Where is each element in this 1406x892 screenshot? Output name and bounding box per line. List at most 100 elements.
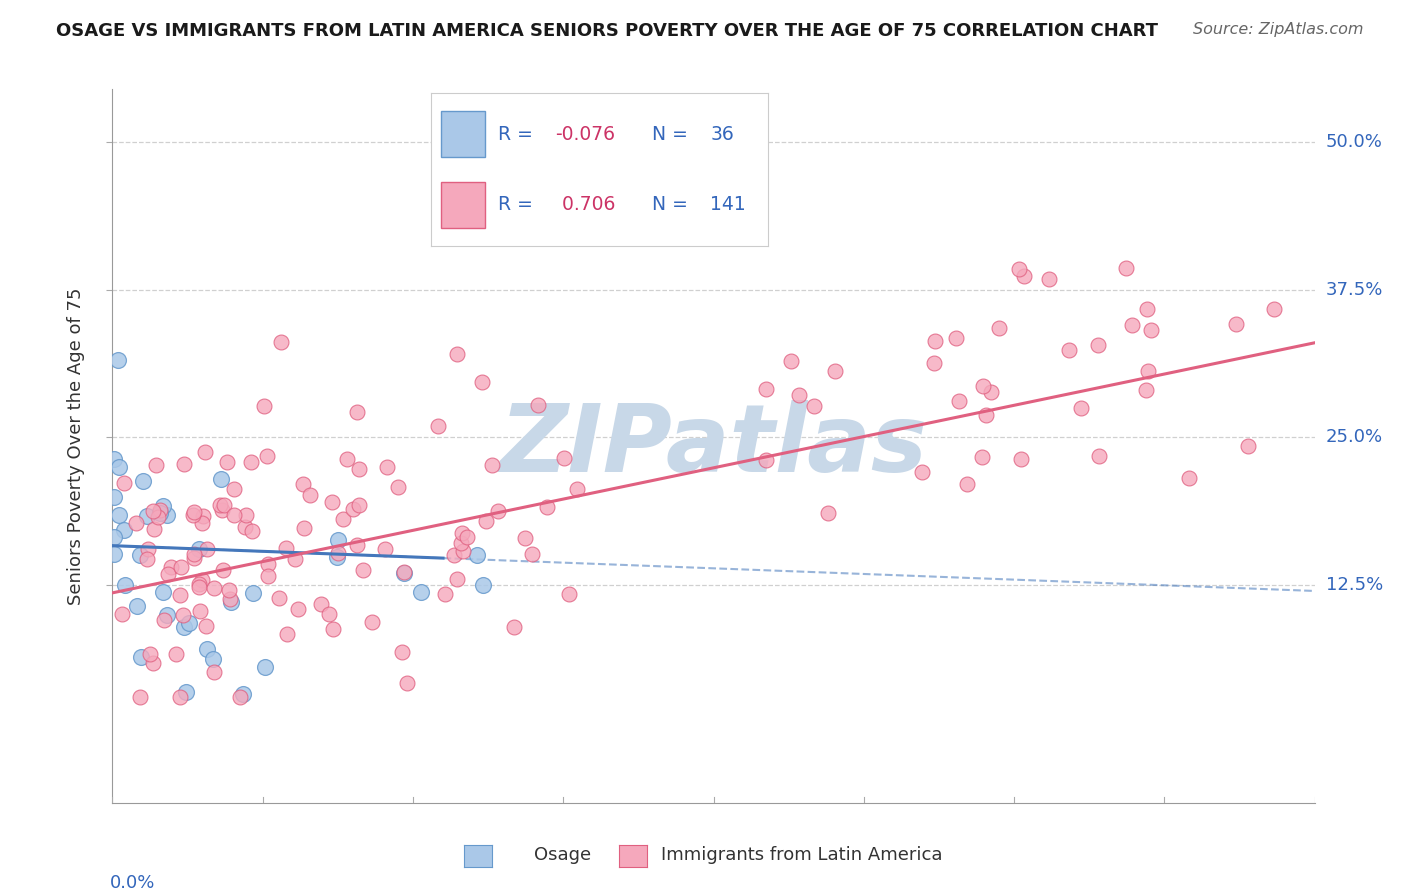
Point [149,502,172,516]
Point [202,651,225,665]
Y-axis label: Seniors Poverty Over the Age of 75: Seniors Poverty Over the Age of 75 [67,287,86,605]
Point [292,521,315,535]
Point [336,452,359,467]
Point [103,451,125,466]
Point [374,541,396,556]
Point [446,347,468,361]
Point [1008,262,1031,277]
Point [191,516,214,530]
Point [346,405,368,419]
Point [145,458,167,473]
Point [321,495,343,509]
Point [187,577,209,591]
Point [328,533,350,548]
Point [527,398,550,412]
Text: Osage: Osage [534,846,592,863]
Point [233,520,256,534]
Point [211,503,233,517]
Point [565,482,588,496]
Point [456,530,478,544]
Point [136,542,159,557]
Point [202,582,225,596]
Point [142,522,165,536]
Point [274,541,297,555]
Point [1038,272,1060,286]
Point [276,627,298,641]
Point [1012,269,1035,284]
Point [173,458,195,472]
Point [111,607,134,621]
Point [141,656,163,670]
Point [346,537,368,551]
Point [1178,470,1201,484]
Point [107,508,129,523]
Point [481,458,503,473]
Point [309,597,332,611]
Point [1057,343,1080,357]
Point [377,460,399,475]
Point [298,488,321,502]
Point [1263,301,1285,316]
Point [103,530,125,544]
Point [183,505,205,519]
Point [159,560,181,574]
Point [426,419,449,434]
Point [956,477,979,491]
Point [254,660,277,674]
Point [204,665,226,679]
Point [267,591,290,606]
Point [513,532,536,546]
Point [240,455,263,469]
Point [242,586,264,600]
Point [222,508,245,522]
Point [392,566,415,580]
Point [755,452,778,467]
Point [349,498,371,512]
Point [558,587,581,601]
Point [503,620,526,634]
Point [284,551,307,566]
Point [817,506,839,520]
Point [229,690,252,704]
Point [446,572,468,586]
Point [103,547,125,561]
Point [181,508,204,522]
Point [1137,364,1160,378]
Point [465,548,488,562]
Point [129,548,152,562]
Point [219,591,242,606]
Point [486,503,509,517]
Point [183,547,205,561]
Point [787,388,810,402]
Point [974,408,997,422]
Point [970,450,993,464]
Point [1139,323,1161,337]
Point [1115,260,1137,275]
Point [177,616,200,631]
Point [911,465,934,479]
Point [779,353,801,368]
Point [387,480,409,494]
Point [188,580,211,594]
Point [553,450,575,465]
Point [392,565,415,579]
Point [173,620,195,634]
Point [212,498,235,512]
Point [291,476,314,491]
Point [411,584,433,599]
Point [157,567,180,582]
Point [169,587,191,601]
Point [475,514,498,528]
Point [522,547,544,561]
Point [183,550,205,565]
Point [472,577,495,591]
Point [195,641,218,656]
Point [232,687,254,701]
Point [191,508,214,523]
Point [325,549,347,564]
Point [152,499,174,513]
Text: 25.0%: 25.0% [1326,428,1384,446]
Point [257,557,280,571]
Point [803,399,825,413]
Point [128,690,150,704]
